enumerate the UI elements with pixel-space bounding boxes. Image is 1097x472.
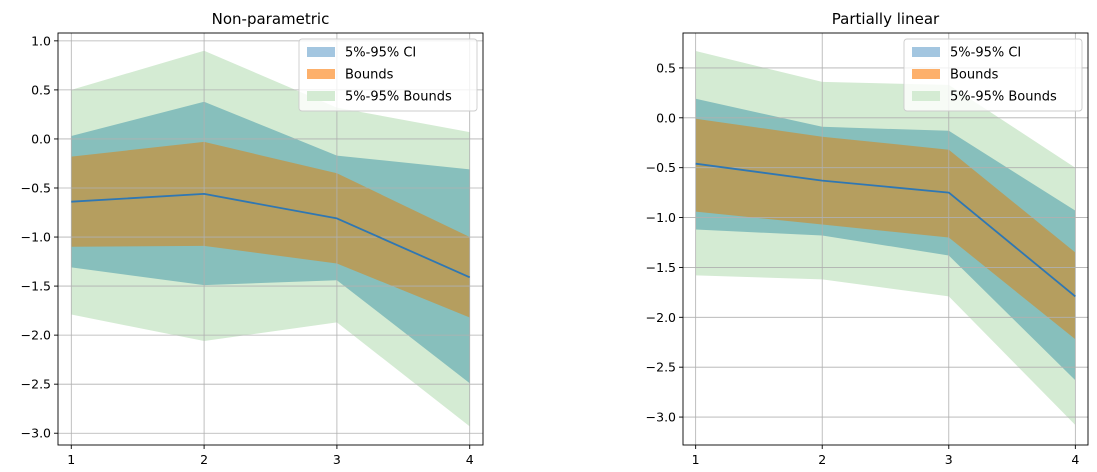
y-tick-label: −2.0 bbox=[646, 310, 676, 325]
legend-label: 5%-95% Bounds bbox=[345, 90, 452, 105]
x-tick-label: 2 bbox=[200, 452, 208, 467]
band-bounds bbox=[695, 118, 1076, 340]
legend: 5%-95% CI Bounds 5%-95% Bounds bbox=[298, 38, 478, 112]
y-tick-label: −0.5 bbox=[21, 180, 51, 195]
legend-swatch bbox=[307, 91, 335, 101]
chart-title: Partially linear bbox=[832, 10, 940, 28]
x-tick-label: 1 bbox=[692, 452, 700, 467]
y-tick-label: −2.5 bbox=[21, 377, 51, 392]
legend-label: Bounds bbox=[950, 68, 999, 83]
axes-frame bbox=[57, 32, 484, 446]
x-tick-label: 3 bbox=[333, 452, 341, 467]
x-tick-label: 4 bbox=[466, 452, 474, 467]
y-tick-label: 0.5 bbox=[31, 82, 51, 97]
x-tick-label: 3 bbox=[945, 452, 953, 467]
y-tick-label: −2.5 bbox=[646, 360, 676, 375]
legend-box bbox=[903, 38, 1083, 112]
legend-label: 5%-95% Bounds bbox=[950, 90, 1057, 105]
legend-box bbox=[298, 38, 478, 112]
y-tick-label: −2.0 bbox=[21, 328, 51, 343]
legend-swatch bbox=[912, 91, 940, 101]
legend-swatch bbox=[912, 47, 940, 57]
legend-swatch bbox=[307, 69, 335, 79]
y-tick-label: 0.0 bbox=[31, 131, 51, 146]
y-tick-label: −3.0 bbox=[646, 410, 676, 425]
y-tick-label: −1.5 bbox=[646, 260, 676, 275]
y-tick-label: −1.5 bbox=[21, 279, 51, 294]
axes-frame bbox=[682, 32, 1089, 446]
y-tick-label: 0.0 bbox=[656, 110, 676, 125]
y-tick-label: −0.5 bbox=[646, 160, 676, 175]
x-tick-label: 2 bbox=[818, 452, 826, 467]
legend-swatch bbox=[912, 69, 940, 79]
y-tick-label: 0.5 bbox=[656, 60, 676, 75]
chart-non-parametric: Non-parametric 1.0 0.5 0.0 −0.5 −1.0 −1.5 −2.0 −… bbox=[21, 10, 484, 467]
grid bbox=[683, 33, 1088, 445]
y-tick-label: −1.0 bbox=[21, 230, 51, 245]
chart-title: Non-parametric bbox=[212, 10, 330, 28]
legend-label: 5%-95% CI bbox=[950, 46, 1021, 61]
x-tick-label: 4 bbox=[1071, 452, 1079, 467]
series-line bbox=[695, 162, 1076, 298]
legend: 5%-95% CI Bounds 5%-95% Bounds bbox=[903, 38, 1083, 112]
series-line bbox=[71, 192, 471, 279]
band-bounds bbox=[71, 141, 470, 318]
legend-label: 5%-95% CI bbox=[345, 46, 416, 61]
legend-label: Bounds bbox=[345, 68, 394, 83]
y-tick-label: −1.0 bbox=[646, 210, 676, 225]
legend-swatch bbox=[307, 47, 335, 57]
y-tick-label: −3.0 bbox=[21, 426, 51, 441]
chart-partially-linear: Partially linear 0.5 0.0 −0.5 −1.0 −1.5 −2.0 −2… bbox=[646, 10, 1089, 467]
x-tick-label: 1 bbox=[67, 452, 75, 467]
y-tick-label: 1.0 bbox=[31, 33, 51, 48]
